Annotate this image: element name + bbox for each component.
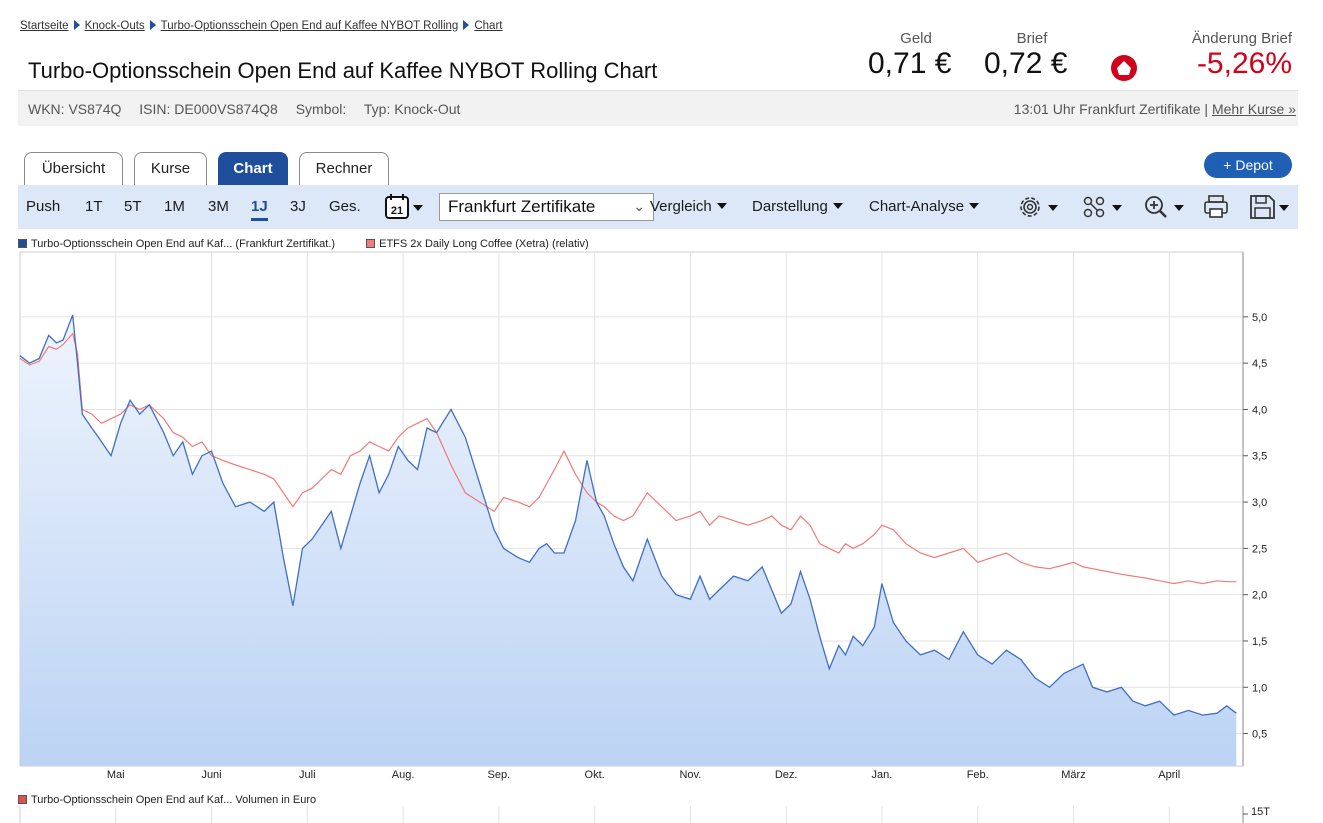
tab-chart[interactable]: Chart [218,152,288,185]
info-bar: WKN: VS874Q ISIN: DE000VS874Q8 Symbol: T… [18,90,1298,126]
quote-brief: Brief 0,72 € [984,30,1080,90]
x-tick-label: März [1061,769,1085,781]
y-tick-label: 4,0 [1252,404,1267,416]
period-5t[interactable]: 5T [124,198,142,215]
isin: ISIN: DE000VS874Q8 [139,101,278,117]
x-tick-label: Okt. [585,769,605,781]
y-tick-label: 4,5 [1252,358,1267,370]
period-1j[interactable]: 1J [251,198,268,221]
change-value: -5,26% [1196,47,1292,80]
chevron-down-icon: ⌄ [633,198,645,214]
volume-legend-label: Turbo-Optionsschein Open End auf Kaf... … [31,794,317,806]
period-ges[interactable]: Ges. [329,198,361,215]
volume-legend: Turbo-Optionsschein Open End auf Kaf... … [18,794,316,806]
zoom-icon[interactable] [1142,193,1192,221]
menu-vergleich[interactable]: Vergleich [650,198,727,215]
quote-geld: Geld 0,71 € [868,30,964,90]
x-tick-label: Sep. [488,769,511,781]
brief-value: 0,72 € [984,47,1068,80]
breadcrumb-arrow-icon [463,20,470,30]
legend-item-main[interactable]: Turbo-Optionsschein Open End auf Kaf... … [18,238,335,250]
save-icon[interactable] [1248,193,1296,221]
period-1m[interactable]: 1M [164,198,185,215]
chart-toolbar: Push 1T 5T 1M 3M 1J 3J Ges. 21 Frankfurt… [18,185,1298,229]
breadcrumb-link-knockouts[interactable]: Knock-Outs [84,20,145,32]
exchange-select[interactable]: Frankfurt Zertifikate ⌄ [439,193,654,221]
x-tick-label: Jan. [872,769,893,781]
breadcrumb-link-product[interactable]: Turbo-Optionsschein Open End auf Kaffee … [160,20,459,32]
y-tick-label: 1,5 [1252,636,1267,648]
x-tick-label: Juni [201,769,221,781]
exchange-select-value: Frankfurt Zertifikate [448,197,596,216]
legend-swatch-compare [366,239,376,248]
settings-icon[interactable] [1016,193,1066,221]
breadcrumb: Startseite Knock-Outs Turbo-Optionsschein … [20,20,502,32]
legend-item-compare[interactable]: ETFS 2x Daily Long Coffee (Xetra) (relat… [366,238,589,250]
brief-label: Brief [1016,30,1048,47]
quote-change: Änderung Brief -5,26% [1140,30,1292,90]
wkn: WKN: VS874Q [28,101,122,117]
x-tick-label: Mai [107,769,125,781]
tab-rechner[interactable]: Rechner [299,152,389,185]
tab-kurse[interactable]: Kurse [134,152,207,185]
calendar-day: 21 [391,205,403,217]
time-exchange: 13:01 Uhr Frankfurt Zertifikate | [1013,101,1209,117]
x-tick-label: Aug. [392,769,415,781]
legend-swatch-main [18,239,27,248]
breadcrumb-link-chart[interactable]: Chart [474,20,503,32]
chart-legend: Turbo-Optionsschein Open End auf Kaf... … [18,238,617,250]
print-icon[interactable] [1202,193,1232,221]
x-tick-label: Juli [299,769,316,781]
y-tick-label: 0,5 [1252,729,1267,741]
y-tick-label: 3,0 [1252,497,1267,509]
x-tick-label: Dez. [775,769,798,781]
y-tick-label: 1,0 [1252,682,1267,694]
price-source: 13:01 Uhr Frankfurt Zertifikate | Mehr K… [1014,101,1296,117]
calendar-icon[interactable]: 21 [384,193,428,221]
add-depot-button[interactable]: + Depot [1204,152,1292,178]
x-tick-label: Nov. [679,769,701,781]
chart-axes: 5,0 4,5 4,0 3,5 3,0 2,5 2,0 1,5 1,0 0,5 Mai Juni Jul… [107,252,1267,823]
y-tick-label: 5,0 [1252,312,1267,324]
volume-tick-label: 15T [1251,806,1270,818]
series-compare-line [19,332,1237,585]
tab-uebersicht[interactable]: Übersicht [24,152,123,185]
y-tick-label: 3,5 [1252,451,1267,463]
period-1t[interactable]: 1T [85,198,103,215]
breadcrumb-arrow-icon [149,20,156,30]
geld-value: 0,71 € [868,47,952,80]
geld-label: Geld [900,30,932,47]
price-down-icon [1111,55,1137,81]
y-tick-label: 2,0 [1252,590,1267,602]
x-tick-label: April [1158,769,1180,781]
more-quotes-link[interactable]: Mehr Kurse » [1211,101,1296,117]
chart-series [19,314,1237,766]
series-main-area [20,315,1237,766]
menu-chart-analyse[interactable]: Chart-Analyse [869,198,980,215]
period-3j[interactable]: 3J [290,198,306,215]
breadcrumb-arrow-icon [73,20,80,30]
change-label: Änderung Brief [1191,30,1292,47]
x-tick-label: Feb. [967,769,989,781]
period-push[interactable]: Push [26,198,61,215]
volume-legend-swatch [18,795,27,804]
indicators-icon[interactable] [1080,193,1130,221]
security-identifiers: WKN: VS874Q ISIN: DE000VS874Q8 Symbol: T… [28,101,474,117]
menu-darstellung[interactable]: Darstellung [752,198,843,215]
page-title: Turbo-Optionsschein Open End auf Kaffee … [28,58,658,83]
series-main-line [19,314,1237,716]
y-tick-label: 2,5 [1252,543,1267,555]
period-3m[interactable]: 3M [208,198,229,215]
breadcrumb-link-home[interactable]: Startseite [20,20,69,32]
typ: Typ: Knock-Out [363,101,461,117]
symbol: Symbol: [295,101,347,117]
